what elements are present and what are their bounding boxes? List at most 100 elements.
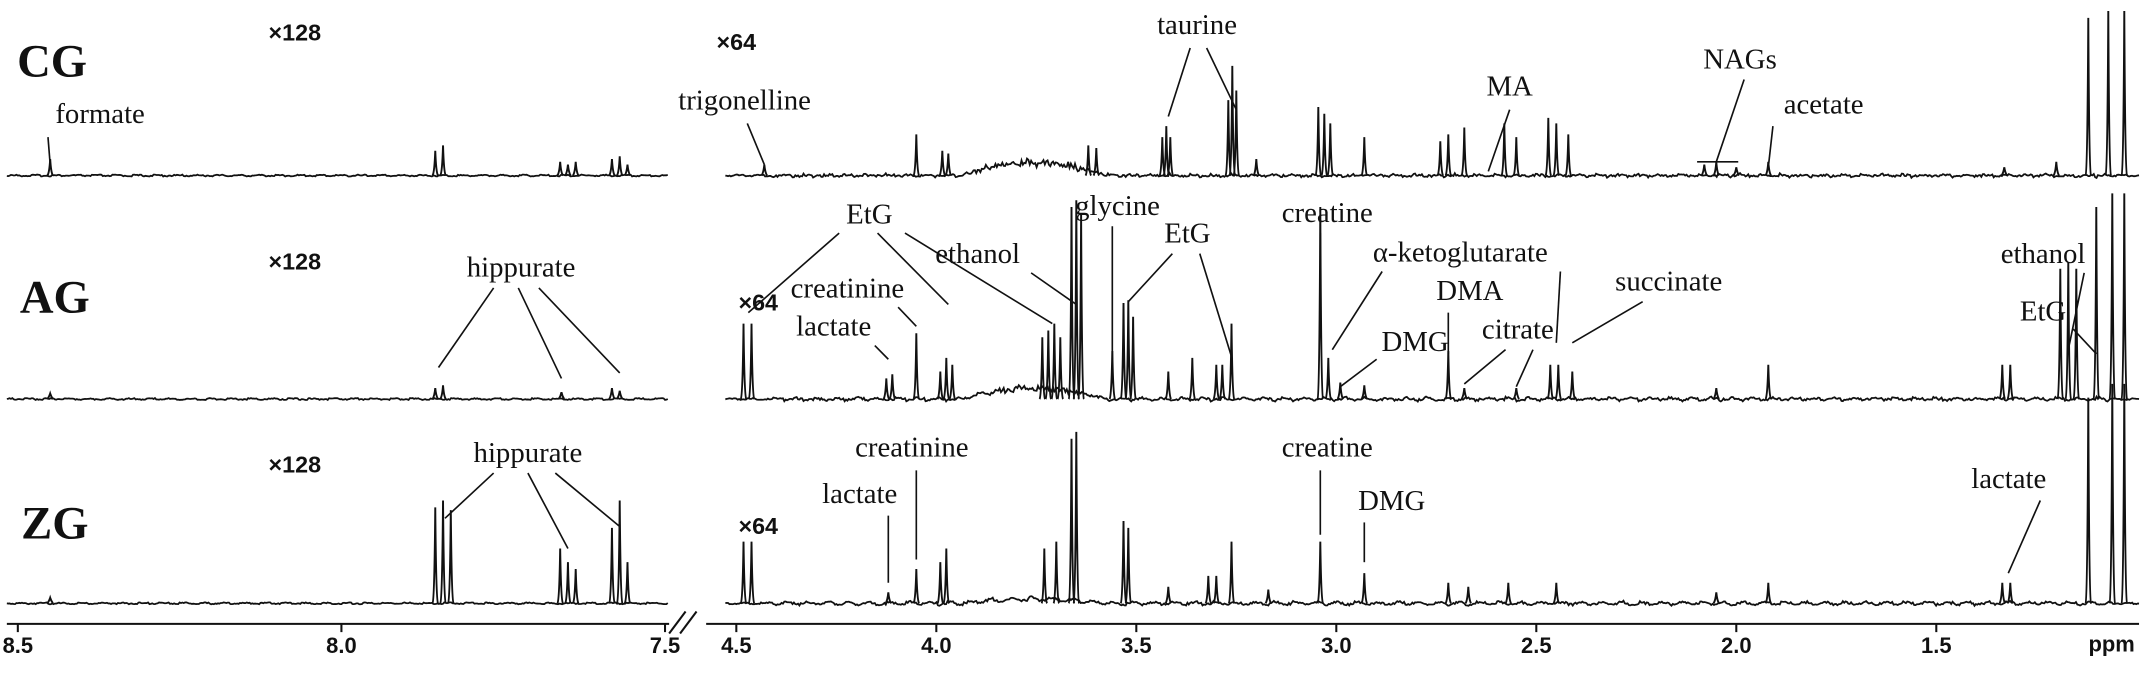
group-label: ZG bbox=[21, 498, 88, 550]
leader-line bbox=[1487, 109, 1511, 172]
group-label: CG bbox=[17, 36, 87, 88]
peak bbox=[2056, 268, 2064, 400]
peak-annotation: citrate bbox=[1482, 313, 1554, 345]
x-axis-label: ppm bbox=[2088, 632, 2134, 657]
peak bbox=[2052, 161, 2060, 177]
peak bbox=[1564, 134, 1572, 177]
peak bbox=[760, 164, 768, 177]
peak bbox=[1050, 323, 1058, 400]
peak bbox=[46, 390, 54, 400]
x-tick-label: 8.5 bbox=[3, 633, 33, 658]
peak bbox=[623, 562, 632, 604]
peak bbox=[1512, 137, 1520, 177]
leader-line bbox=[1715, 79, 1745, 163]
peak bbox=[1552, 123, 1560, 177]
peak bbox=[1444, 134, 1452, 177]
peak bbox=[2006, 364, 2014, 400]
spectrum bbox=[6, 383, 2140, 608]
peak bbox=[1554, 364, 1562, 400]
peak bbox=[944, 153, 952, 177]
peak bbox=[1998, 582, 2006, 604]
peak bbox=[608, 159, 616, 177]
leader-line bbox=[517, 287, 563, 379]
scale-factor: ×128 bbox=[269, 19, 322, 45]
peak bbox=[1568, 371, 1576, 400]
x-tick-label: 4.0 bbox=[921, 633, 951, 658]
leader-line bbox=[1767, 126, 1774, 168]
peak bbox=[1336, 382, 1344, 400]
peak bbox=[556, 548, 564, 604]
peak bbox=[2120, 193, 2128, 400]
peak bbox=[1252, 159, 1260, 177]
peak bbox=[1314, 106, 1322, 177]
x-tick-label: 7.5 bbox=[650, 633, 680, 658]
spectrum-baseline bbox=[725, 595, 2140, 608]
peak bbox=[616, 390, 624, 400]
peak bbox=[1316, 207, 1324, 400]
peak bbox=[1732, 167, 1740, 177]
peak bbox=[1067, 207, 1076, 400]
peak bbox=[623, 164, 632, 177]
peak bbox=[1218, 364, 1226, 400]
peak-annotation: EtG bbox=[2020, 296, 2066, 328]
peak bbox=[1166, 137, 1174, 177]
peak bbox=[2064, 261, 2072, 400]
peak bbox=[572, 161, 580, 177]
peak-annotation: lactate bbox=[822, 478, 897, 510]
peak bbox=[2120, 383, 2128, 604]
peak-annotation: lactate bbox=[1971, 463, 2046, 495]
peak bbox=[1227, 541, 1236, 604]
leader-line bbox=[437, 287, 495, 368]
peak bbox=[1212, 575, 1220, 604]
scale-factor: ×64 bbox=[738, 290, 778, 316]
leader-line bbox=[1205, 47, 1238, 111]
leader-line bbox=[554, 472, 621, 528]
x-tick-label: 3.0 bbox=[1321, 633, 1351, 658]
peak bbox=[1038, 337, 1046, 400]
peak-annotation: formate bbox=[55, 98, 144, 130]
peak-annotation: hippurate bbox=[474, 437, 583, 469]
peak bbox=[1320, 113, 1328, 177]
peak bbox=[1232, 90, 1240, 177]
leader-line bbox=[47, 137, 52, 165]
peak bbox=[1546, 364, 1554, 400]
peak bbox=[1998, 364, 2006, 400]
peak-annotation: trigonelline bbox=[678, 84, 811, 116]
peak bbox=[1188, 357, 1196, 400]
peak bbox=[948, 364, 956, 400]
peak-annotation: MA bbox=[1486, 71, 1533, 103]
peak-annotation: ethanol bbox=[935, 238, 1020, 270]
peak bbox=[1072, 431, 1080, 604]
peak bbox=[608, 527, 616, 604]
spectrum-baseline bbox=[6, 173, 669, 178]
leader-line bbox=[897, 306, 917, 327]
peak bbox=[1512, 387, 1520, 400]
leader-line bbox=[538, 287, 621, 374]
peak bbox=[564, 164, 572, 177]
peak bbox=[1227, 323, 1236, 400]
peak bbox=[1084, 145, 1092, 177]
peak bbox=[439, 385, 447, 400]
scale-factor: ×128 bbox=[269, 451, 322, 477]
peak bbox=[1700, 164, 1708, 177]
peak bbox=[1326, 123, 1334, 177]
peak bbox=[608, 387, 616, 400]
peak bbox=[747, 323, 756, 400]
peak-annotation: glycine bbox=[1075, 190, 1160, 222]
peak bbox=[447, 510, 455, 604]
peak-annotation: DMG bbox=[1381, 326, 1448, 358]
peak bbox=[1072, 200, 1080, 400]
x-tick-label: 1.5 bbox=[1921, 633, 1951, 658]
peak bbox=[2006, 582, 2014, 604]
peak-annotation: creatinine bbox=[855, 431, 968, 463]
peak-annotation: EtG bbox=[1164, 217, 1210, 249]
group-label: AG bbox=[20, 271, 90, 323]
peak-annotation: succinate bbox=[1615, 265, 1722, 297]
leader-line bbox=[874, 344, 889, 360]
peak bbox=[616, 156, 624, 177]
peak-annotation: DMA bbox=[1436, 275, 1503, 307]
peak bbox=[564, 562, 572, 604]
peak-annotation: taurine bbox=[1157, 9, 1237, 41]
peak bbox=[1764, 582, 1772, 604]
peak bbox=[431, 150, 439, 177]
